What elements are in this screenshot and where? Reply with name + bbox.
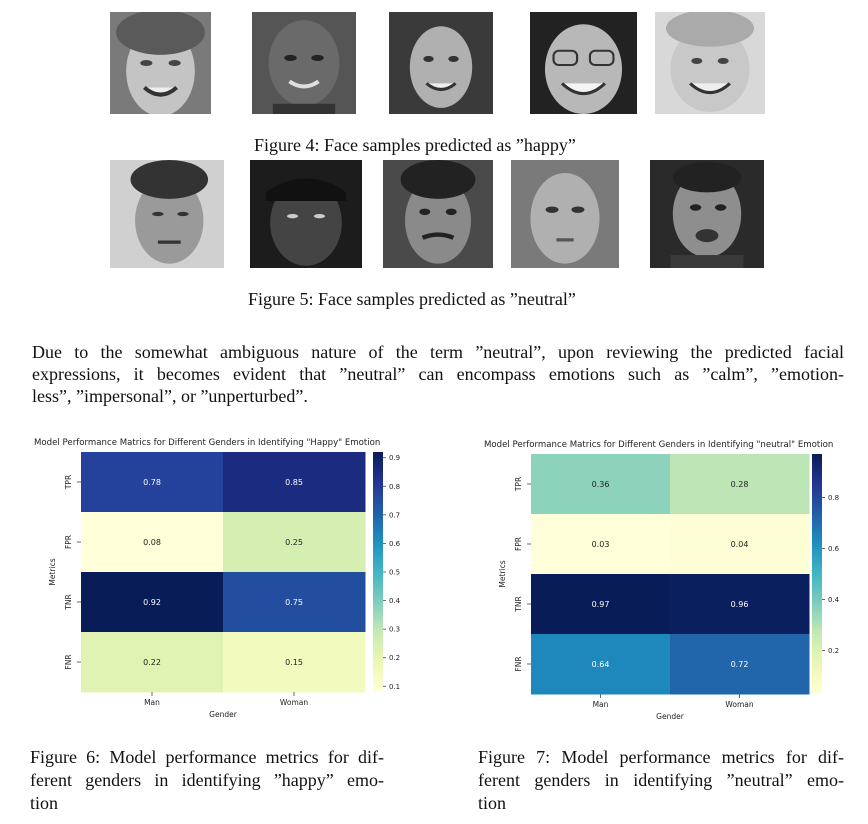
heatmap-cell (670, 514, 810, 575)
colorbar-tick-label: 0.3 (389, 626, 400, 634)
figure-4-caption: Figure 4: Face samples predicted as ”hap… (254, 135, 576, 155)
colorbar (812, 454, 822, 694)
cell-value-label: 0.92 (143, 598, 161, 607)
colorbar-tick-label: 0.1 (389, 683, 400, 691)
caption-line: tion (30, 793, 59, 813)
cell-value-label: 0.97 (592, 600, 610, 609)
figure-6-caption: Figure 6: Model performance metrics for … (30, 746, 384, 815)
y-tick-label: TNR (514, 596, 523, 612)
y-tick-label: FPR (64, 535, 73, 549)
y-tick-label: FNR (64, 654, 73, 669)
heatmap-neutral-svg: Model Performance Matrics for Different … (484, 440, 840, 721)
cell-value-label: 0.72 (731, 660, 749, 669)
heatmap-cell (531, 574, 671, 635)
heatmap-neutral: Model Performance Matrics for Different … (478, 434, 848, 724)
paragraph-line: expressions, it becomes evident that ”ne… (32, 364, 844, 384)
paragraph-line: Due to the somewhat ambiguous nature of … (32, 342, 844, 362)
chart-title: Model Performance Matrics for Different … (34, 438, 380, 448)
cell-value-label: 0.64 (592, 660, 610, 669)
colorbar-tick-label: 0.8 (828, 494, 839, 502)
y-tick-label: TPR (64, 475, 73, 490)
cell-value-label: 0.96 (731, 600, 749, 609)
colorbar-tick-label: 0.9 (389, 454, 400, 462)
heatmap-cell (223, 452, 366, 513)
caption-line: tion (478, 793, 507, 813)
heatmap-cell (223, 572, 366, 633)
heatmap-cell (223, 512, 366, 573)
cell-value-label: 0.04 (731, 540, 749, 549)
face-image (252, 12, 356, 114)
heatmap-cell (81, 572, 224, 633)
heatmap-cell (670, 454, 810, 515)
heatmap-happy-svg: Model Performance Matrics for Different … (34, 438, 401, 719)
colorbar-tick-label: 0.8 (389, 483, 400, 491)
colorbar-tick-label: 0.2 (828, 647, 839, 655)
y-axis-label: Metrics (48, 558, 57, 585)
cell-value-label: 0.15 (285, 658, 303, 667)
face-image (250, 160, 362, 268)
heatmap-cell (223, 632, 366, 693)
x-axis-label: Gender (209, 710, 238, 719)
cell-value-label: 0.28 (731, 480, 749, 489)
colorbar-tick-label: 0.4 (389, 597, 401, 605)
figure-5-caption: Figure 5: Face samples predicted as ”neu… (248, 289, 576, 309)
cell-value-label: 0.85 (285, 478, 303, 487)
face-image (655, 12, 765, 114)
face-image (511, 160, 619, 268)
heatmap-cell (81, 512, 224, 573)
x-tick-label: Man (593, 700, 609, 709)
heatmap-cell (670, 574, 810, 635)
face-image (530, 12, 637, 114)
face-image (110, 12, 211, 114)
y-axis-label: Metrics (498, 560, 507, 587)
cell-value-label: 0.78 (143, 478, 161, 487)
colorbar-tick-label: 0.5 (389, 569, 400, 577)
colorbar-tick-label: 0.6 (389, 540, 401, 548)
caption-line: ferent genders in identifying ”neutral” … (478, 770, 844, 790)
x-tick-label: Woman (725, 700, 753, 709)
colorbar-tick-label: 0.2 (389, 654, 400, 662)
heatmap-cell (81, 632, 224, 693)
heatmap-cell (531, 634, 671, 695)
cell-value-label: 0.22 (143, 658, 161, 667)
cell-value-label: 0.25 (285, 538, 303, 547)
colorbar-tick-label: 0.6 (828, 545, 840, 553)
cell-value-label: 0.03 (592, 540, 610, 549)
caption-line: Figure 7: Model performance metrics for … (478, 747, 844, 767)
body-paragraph: Due to the somewhat ambiguous nature of … (32, 341, 844, 407)
figure-7-caption: Figure 7: Model performance metrics for … (478, 746, 844, 815)
paragraph-line: less”, ”impersonal”, or ”unperturbed”. (32, 386, 308, 406)
face-image (389, 12, 493, 114)
colorbar-tick-label: 0.4 (828, 596, 840, 604)
face-image (110, 160, 224, 268)
y-tick-label: FPR (514, 537, 523, 551)
heatmap-cell (531, 454, 671, 515)
heatmap-cell (670, 634, 810, 695)
heatmap-happy: Model Performance Matrics for Different … (28, 434, 408, 724)
colorbar (373, 452, 383, 692)
y-tick-label: FNR (514, 656, 523, 671)
caption-line: ferent genders in identifying ”happy” em… (30, 770, 384, 790)
x-tick-label: Man (144, 698, 160, 707)
y-tick-label: TPR (514, 477, 523, 492)
colorbar-tick-label: 0.7 (389, 511, 400, 519)
cell-value-label: 0.36 (592, 480, 610, 489)
x-tick-label: Woman (280, 698, 308, 707)
face-image (650, 160, 764, 268)
heatmap-cell (531, 514, 671, 575)
y-tick-label: TNR (64, 594, 73, 610)
cell-value-label: 0.75 (285, 598, 303, 607)
chart-title: Model Performance Matrics for Different … (484, 440, 833, 450)
heatmap-cell (81, 452, 224, 513)
face-image (383, 160, 493, 268)
caption-line: Figure 6: Model performance metrics for … (30, 747, 384, 767)
x-axis-label: Gender (656, 712, 685, 721)
cell-value-label: 0.08 (143, 538, 161, 547)
